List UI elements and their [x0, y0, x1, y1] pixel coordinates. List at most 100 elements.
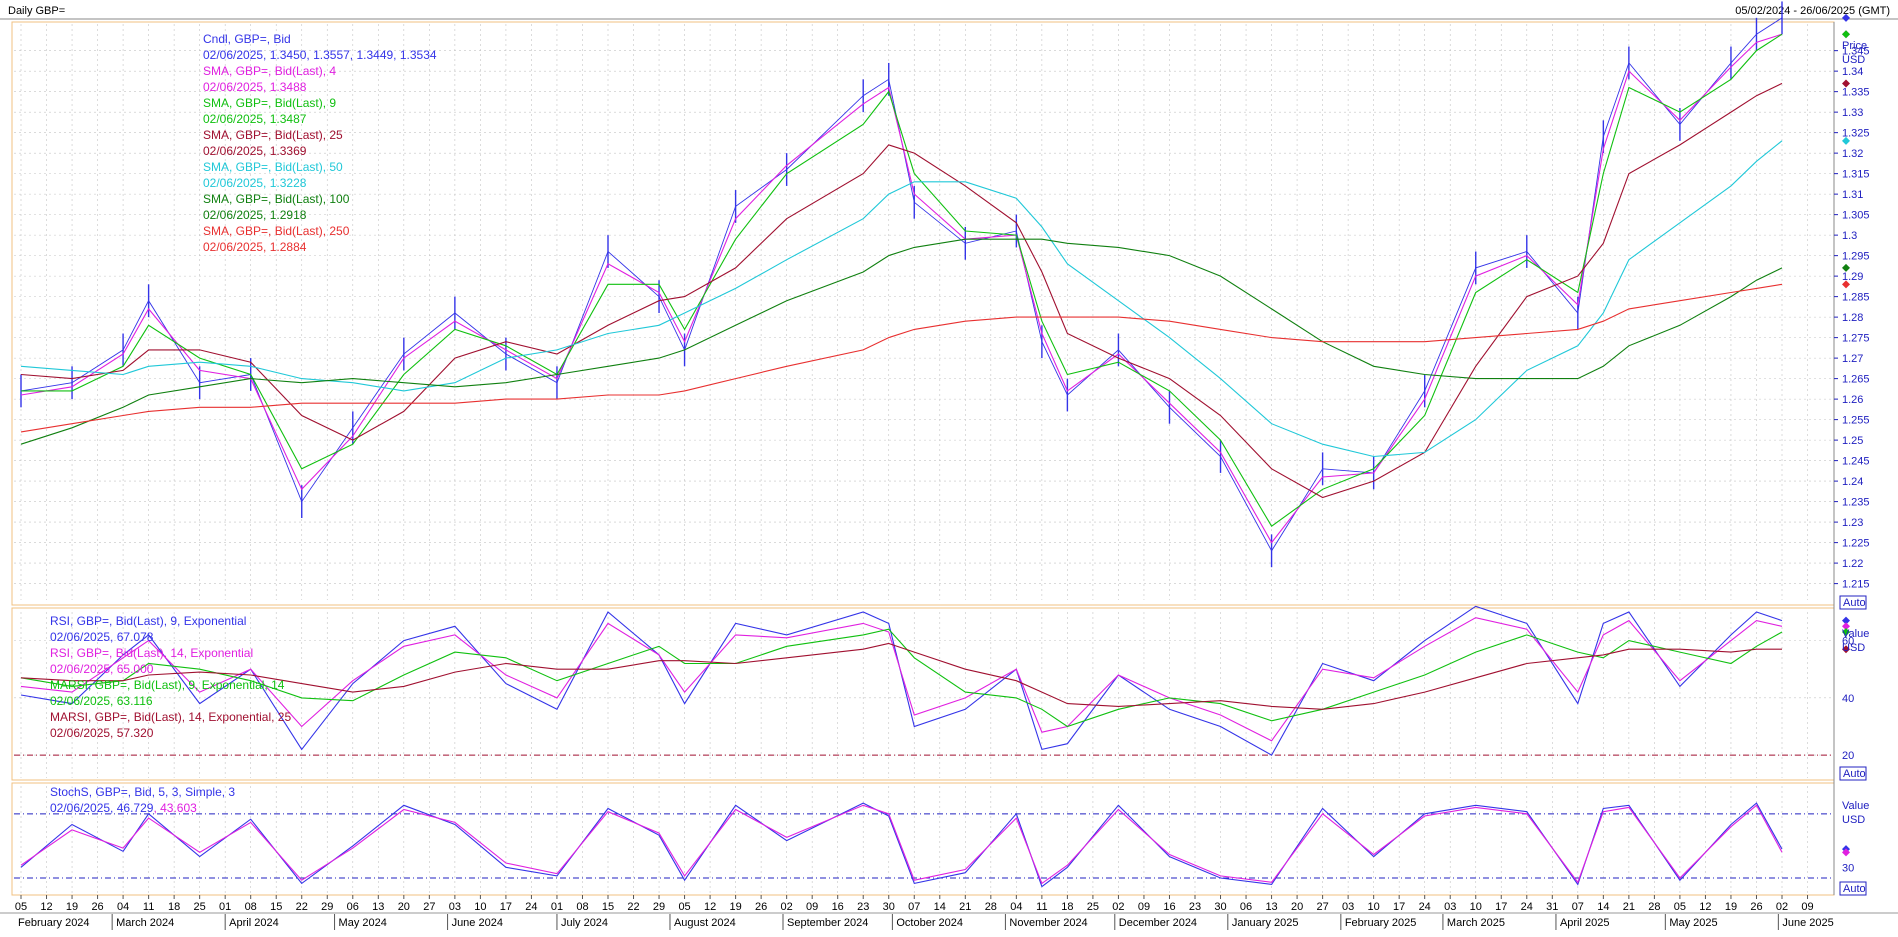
legend-stoch-value2: 43.603: [160, 801, 197, 815]
price-auto-button[interactable]: [1839, 595, 1867, 610]
legend-cndl-value: 02/06/2025, 1.3450, 1.3557, 1.3449, 1.35…: [203, 48, 437, 62]
legend-stoch-value2: ,: [153, 801, 160, 815]
x-month-label: February 2025: [1345, 917, 1417, 929]
stoch-tick-label: 30: [1842, 862, 1854, 874]
x-day-label: 15: [602, 901, 614, 913]
x-day-label: 22: [627, 901, 639, 913]
x-day-label: 11: [143, 901, 154, 913]
legend-sma4-value: 02/06/2025, 1.3488: [203, 80, 307, 94]
price-tick-label: 1.295: [1842, 251, 1870, 263]
legend-sma25-label: SMA, GBP=, Bid(Last), 25: [203, 128, 343, 142]
price-tick-label: 1.24: [1842, 476, 1863, 488]
x-day-label: 03: [1444, 901, 1456, 913]
x-month-label: March 2024: [116, 917, 174, 929]
x-day-label: 10: [1368, 901, 1380, 913]
x-day-label: 12: [40, 901, 52, 913]
x-day-label: 23: [857, 901, 869, 913]
x-day-label: 30: [1214, 901, 1226, 913]
rsi-last-value-marker: [1842, 616, 1850, 625]
stoch-auto-button[interactable]: [1839, 881, 1867, 896]
x-day-label: 31: [1546, 901, 1558, 913]
rsi-auto-button[interactable]: [1839, 766, 1867, 781]
legend-sma50-value: 02/06/2025, 1.3228: [203, 176, 307, 190]
x-day-label: 19: [1725, 901, 1737, 913]
x-day-label: 05: [1674, 901, 1686, 913]
price-tick-label: 1.3: [1842, 230, 1857, 242]
price-series-3: [20, 82, 1783, 499]
x-day-label: 22: [296, 901, 308, 913]
x-day-label: 16: [832, 901, 844, 913]
price-tick-label: 1.305: [1842, 210, 1870, 222]
x-month-label: December 2024: [1119, 917, 1197, 929]
x-day-label: 05: [678, 901, 690, 913]
price-tick-label: 1.33: [1842, 107, 1863, 119]
rsi-series-2: [20, 628, 1783, 728]
price-legend: Cndl, GBP=, Bid 02/06/2025, 1.3450, 1.35…: [203, 32, 437, 254]
stoch-legend: StochS, GBP=, Bid, 5, 3, Simple, 3 02/06…: [50, 785, 235, 815]
price-tick-label: 1.29: [1842, 271, 1863, 283]
stoch-auto-label: Auto: [1843, 883, 1866, 895]
x-day-label: 06: [347, 901, 359, 913]
x-month-label: May 2024: [339, 917, 387, 929]
rsi-series-0: [20, 605, 1783, 756]
x-day-label: 13: [1265, 901, 1277, 913]
price-series-0: [20, 17, 1783, 552]
x-month-label: September 2024: [787, 917, 868, 929]
x-day-label: 20: [1291, 901, 1303, 913]
x-day-label: 08: [576, 901, 588, 913]
rsi-tick-label: 20: [1842, 750, 1854, 762]
x-month-label: June 2024: [452, 917, 503, 929]
legend-cndl-label: Cndl, GBP=, Bid: [203, 32, 291, 46]
x-day-label: 16: [1163, 901, 1175, 913]
x-day-label: 17: [500, 901, 512, 913]
price-tick-label: 1.23: [1842, 517, 1863, 529]
x-day-label: 27: [423, 901, 435, 913]
x-month-label: July 2024: [561, 917, 608, 929]
axes-layer: 1.3451.341.3351.331.3251.321.3151.311.30…: [0, 13, 1898, 930]
x-day-label: 27: [1316, 901, 1328, 913]
price-tick-label: 1.315: [1842, 169, 1870, 181]
x-month-label: April 2025: [1560, 917, 1610, 929]
x-day-label: 28: [985, 901, 997, 913]
x-day-label: 15: [270, 901, 282, 913]
legend-stoch-value1: 46.729: [117, 801, 154, 815]
x-day-label: 19: [66, 901, 78, 913]
x-day-label: 01: [219, 901, 231, 913]
legend-marsi9-value: 02/06/2025, 63.116: [50, 694, 153, 708]
x-day-label: 24: [1419, 901, 1431, 913]
price-tick-label: 1.215: [1842, 579, 1870, 591]
grid: [14, 24, 1832, 893]
x-month-label: October 2024: [896, 917, 963, 929]
price-tick-label: 1.325: [1842, 128, 1870, 140]
price-tick-label: 1.345: [1842, 46, 1870, 58]
price-last-value-marker: [1842, 263, 1850, 272]
x-day-label: 11: [1036, 901, 1047, 913]
x-day-label: 10: [474, 901, 486, 913]
legend-rsi14-label: RSI, GBP=, Bid(Last), 14, Exponential: [50, 646, 253, 660]
x-day-label: 03: [449, 901, 461, 913]
x-day-label: 04: [117, 901, 129, 913]
x-day-label: 24: [525, 901, 537, 913]
price-last-value-marker: [1842, 79, 1850, 88]
legend-marsi14-value: 02/06/2025, 57.320: [50, 726, 154, 740]
rsi-last-value-marker: [1842, 628, 1850, 637]
stoch-axis-title: Value: [1842, 800, 1869, 812]
legend-sma9-value: 02/06/2025, 1.3487: [203, 112, 307, 126]
x-month-label: November 2024: [1009, 917, 1087, 929]
price-tick-label: 1.235: [1842, 497, 1870, 509]
price-axis-unit: USD: [1842, 54, 1865, 66]
x-day-label: 18: [168, 901, 180, 913]
x-day-label: 19: [729, 901, 741, 913]
window-title: Daily GBP=: [8, 5, 65, 17]
x-month-label: January 2025: [1232, 917, 1299, 929]
price-tick-label: 1.335: [1842, 87, 1870, 99]
rsi-tick-label: 40: [1842, 693, 1854, 705]
price-tick-label: 1.28: [1842, 312, 1863, 324]
x-day-label: 14: [1597, 901, 1609, 913]
price-tick-label: 1.31: [1842, 189, 1863, 201]
price-last-value-marker: [1842, 30, 1850, 39]
price-tick-label: 1.225: [1842, 538, 1870, 550]
date-range: 05/02/2024 - 26/06/2025 (GMT): [1735, 5, 1890, 17]
